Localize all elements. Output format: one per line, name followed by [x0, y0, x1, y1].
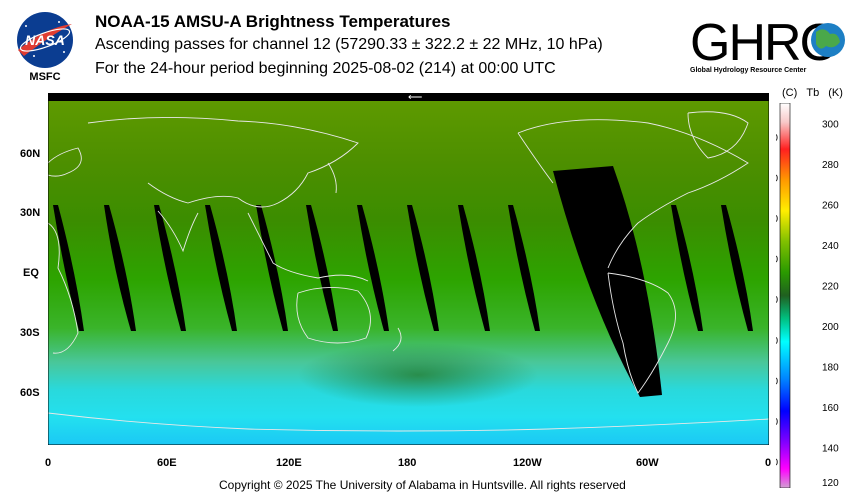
- lat-label-60n: 60N: [20, 148, 41, 160]
- lat-label-30n: 30N: [20, 207, 41, 219]
- msfc-text: MSFC: [29, 71, 60, 82]
- channel-subtitle: Ascending passes for channel 12 (57290.3…: [95, 36, 603, 53]
- kelvin-tick-label: 200: [822, 322, 839, 333]
- celsius-tick-label: 0: [776, 174, 778, 185]
- kelvin-tick-label: 180: [822, 362, 839, 373]
- celsius-tick-label: -120: [776, 417, 778, 428]
- celsius-tick-label: -80: [776, 336, 778, 347]
- copyright: Copyright © 2025 The University of Alaba…: [219, 478, 626, 492]
- celsius-tick-label: -60: [776, 295, 778, 306]
- lon-label-0-end: 0: [765, 457, 772, 469]
- kelvin-tick-label: 120: [822, 478, 839, 488]
- celsius-tick-label: -140: [776, 457, 778, 468]
- coastlines: [47, 111, 770, 432]
- lon-label-120w: 120W: [513, 457, 542, 469]
- tb-label: Tb: [806, 87, 820, 99]
- ghrc-subtext: Global Hydrology Resource Center: [690, 67, 807, 74]
- colorbar-gradient: [779, 102, 791, 489]
- kelvin-tick-label: 140: [822, 443, 839, 454]
- kelvin-tick-label: 280: [822, 160, 839, 171]
- kelvin-unit: (K): [828, 87, 843, 99]
- kelvin-tick-label: 160: [822, 403, 839, 414]
- colorbar-header: (C) Tb (K): [782, 87, 843, 99]
- swath-gaps: [53, 166, 753, 397]
- nasa-logo: NASA MSFC: [14, 10, 76, 83]
- brightness-temperature-map: ⟵: [47, 92, 770, 446]
- lon-label-180: 180: [398, 457, 417, 469]
- direction-arrow: ⟵: [408, 93, 422, 103]
- lat-label-30s: 30S: [20, 327, 40, 339]
- ghrc-logo: GHRC Global Hydrology Resource Center: [688, 10, 848, 76]
- cold-anomaly: [298, 343, 538, 407]
- kelvin-tick-label: 260: [822, 200, 839, 211]
- lat-label-eq: EQ: [23, 267, 39, 279]
- celsius-tick-label: -40: [776, 255, 778, 266]
- lon-label-60e: 60E: [157, 457, 177, 469]
- page-title: NOAA-15 AMSU-A Brightness Temperatures: [95, 12, 451, 31]
- celsius-ticks: 20 0 -20 -40 -60 -80 -100 -120 -140: [758, 133, 778, 468]
- celsius-tick-label: 20: [776, 133, 778, 144]
- kelvin-tick-label: 240: [822, 241, 839, 252]
- period-subtitle: For the 24-hour period beginning 2025-08…: [95, 60, 556, 77]
- lon-label-0: 0: [45, 457, 52, 469]
- lon-label-120e: 120E: [276, 457, 302, 469]
- celsius-tick-label: -100: [776, 376, 778, 387]
- map-top-bar: [48, 93, 769, 101]
- lon-label-60w: 60W: [636, 457, 659, 469]
- kelvin-tick-label: 300: [822, 119, 839, 130]
- lat-label-60s: 60S: [20, 387, 40, 399]
- celsius-tick-label: -20: [776, 214, 778, 225]
- celsius-unit: (C): [782, 87, 798, 99]
- title-block: NOAA-15 AMSU-A Brightness Temperatures A…: [95, 11, 603, 81]
- kelvin-ticks: 300 280 260 240 220 200 180 160 140 120: [822, 119, 839, 489]
- kelvin-tick-label: 220: [822, 281, 839, 292]
- nasa-text: NASA: [25, 32, 65, 48]
